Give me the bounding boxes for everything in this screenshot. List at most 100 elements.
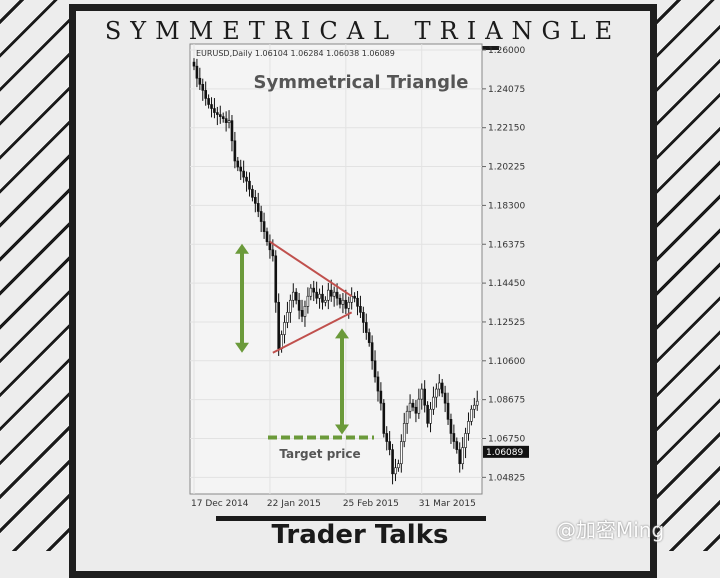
y-tick-label: 1.20225 — [488, 163, 525, 173]
hatch-left — [0, 0, 69, 551]
current-price-label: 1.06089 — [486, 448, 523, 458]
candle-body — [218, 114, 222, 117]
candle-body — [385, 433, 389, 442]
candle-body — [350, 295, 353, 303]
candle-body — [367, 332, 371, 343]
candle-body — [291, 291, 295, 301]
candle-body — [388, 441, 391, 450]
candle-body — [400, 441, 403, 465]
candle-body — [461, 447, 464, 465]
triangle-upper-line — [269, 240, 353, 298]
candle-body — [239, 166, 243, 172]
candle-body — [224, 118, 228, 123]
triangle-lower-line — [272, 311, 353, 354]
candle-body — [376, 376, 380, 392]
candle-body — [306, 295, 310, 307]
candle-body — [245, 176, 248, 182]
candle-body — [475, 400, 479, 406]
candle-body — [300, 310, 304, 317]
candle-body — [356, 297, 359, 307]
y-tick-label: 1.06750 — [488, 435, 525, 445]
candle-body — [359, 306, 362, 313]
candle-body — [204, 90, 207, 99]
candle-body — [470, 408, 473, 422]
candle-body — [335, 291, 339, 299]
candle-body — [452, 433, 456, 442]
candle-body — [274, 255, 278, 303]
hatch-right — [657, 0, 720, 551]
candle-body — [309, 287, 313, 297]
candle-body — [423, 388, 426, 406]
y-tick-label: 1.10600 — [488, 357, 525, 367]
y-tick-label: 1.14450 — [488, 279, 525, 289]
page-title: SYMMETRICAL TRIANGLE — [104, 17, 622, 45]
candle-body — [411, 402, 415, 408]
candle-body — [216, 112, 219, 115]
candle-body — [210, 104, 213, 109]
candle-body — [467, 421, 470, 434]
y-tick-label: 1.12525 — [488, 318, 525, 328]
target-price-label: Target price — [279, 447, 360, 461]
candle-body — [382, 402, 386, 434]
candle-body — [201, 84, 205, 91]
candle-body — [303, 306, 307, 317]
candle-body — [289, 299, 292, 313]
candle-body — [341, 299, 345, 305]
symbol-line: EURUSD,Daily 1.06104 1.06284 1.06038 1.0… — [196, 49, 395, 58]
candle-body — [324, 299, 327, 303]
projection-arrow-head-down — [335, 424, 349, 435]
candle-body — [353, 295, 356, 299]
candle-body — [435, 388, 438, 398]
candle-body — [256, 203, 260, 212]
x-tick-label: 31 Mar 2015 — [419, 499, 476, 509]
candle-body — [379, 390, 383, 404]
height-arrow-head-up — [235, 243, 249, 254]
candle-body — [297, 299, 301, 311]
candle-body — [248, 180, 251, 190]
candle-body — [236, 160, 240, 168]
candle-body — [464, 433, 467, 448]
candle-body — [318, 293, 321, 299]
y-tick-label: 1.26000 — [488, 46, 525, 56]
y-tick-label: 1.04825 — [488, 473, 525, 483]
candle-body — [233, 140, 237, 162]
candle-body — [429, 408, 432, 424]
candle-body — [242, 170, 245, 178]
candle-body — [286, 312, 289, 323]
candle-body — [408, 402, 412, 412]
candle-body — [207, 98, 210, 105]
candle-body — [455, 441, 459, 450]
candle-body — [262, 221, 266, 232]
candle-body — [426, 404, 429, 424]
height-arrow-head-down — [235, 342, 249, 353]
candle-body — [370, 342, 374, 362]
candle-body — [446, 402, 450, 420]
candle-body — [198, 77, 202, 85]
chart: EURUSD,Daily 1.06104 1.06284 1.06038 1.0… — [189, 43, 529, 509]
candle-body — [473, 404, 476, 410]
candle-body — [443, 392, 447, 404]
y-tick-label: 1.22150 — [488, 124, 525, 134]
candle-body — [213, 108, 216, 113]
x-tick-label: 17 Dec 2014 — [191, 499, 249, 509]
current-price-box — [483, 445, 529, 458]
candle-body — [347, 301, 351, 309]
plot-area — [189, 43, 483, 495]
candle-body — [283, 322, 286, 335]
candle-body — [227, 120, 231, 123]
y-tick-label: 1.24075 — [488, 85, 525, 95]
y-tick-label: 1.18300 — [488, 201, 525, 211]
candle-body — [230, 120, 234, 142]
x-tick-label: 22 Jan 2015 — [267, 499, 321, 509]
candle-body — [397, 463, 400, 469]
candle-body — [449, 419, 453, 434]
candle-body — [329, 289, 333, 297]
candle-body — [280, 334, 283, 349]
projection-arrow-head-up — [335, 328, 349, 339]
y-tick-label: 1.08675 — [488, 396, 525, 406]
candle-body — [344, 299, 348, 309]
chart-title: Symmetrical Triangle — [254, 72, 469, 93]
candle-body — [277, 301, 280, 349]
candle-body — [432, 396, 435, 410]
candle-body — [417, 398, 421, 414]
